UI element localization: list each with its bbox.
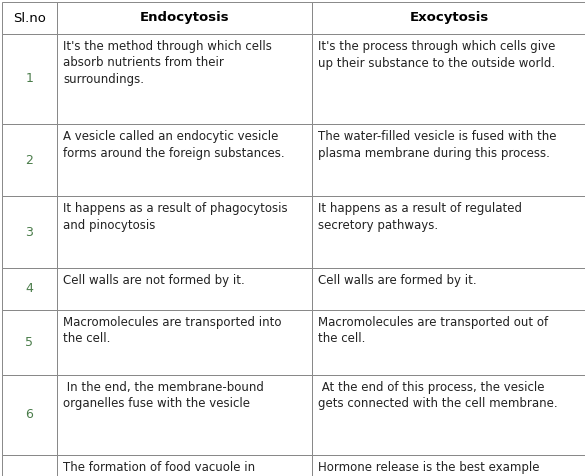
Bar — [2, 2, 57, 34]
Bar — [57, 2, 312, 34]
Bar — [57, 268, 312, 310]
Bar — [312, 268, 585, 310]
Bar — [57, 375, 312, 455]
Bar — [312, 196, 585, 268]
Text: 5: 5 — [26, 336, 33, 349]
Bar — [312, 124, 585, 196]
Text: Hormone release is the best example: Hormone release is the best example — [318, 461, 539, 474]
Text: The water-filled vesicle is fused with the
plasma membrane during this process.: The water-filled vesicle is fused with t… — [318, 130, 556, 159]
Bar — [57, 34, 312, 124]
Text: It happens as a result of regulated
secretory pathways.: It happens as a result of regulated secr… — [318, 202, 522, 231]
Text: Sl.no: Sl.no — [13, 11, 46, 24]
Text: The formation of food vacuole in
amoeba is the best example: The formation of food vacuole in amoeba … — [63, 461, 255, 476]
Bar — [312, 2, 585, 34]
Text: Macromolecules are transported out of
the cell.: Macromolecules are transported out of th… — [318, 316, 548, 346]
Text: Cell walls are formed by it.: Cell walls are formed by it. — [318, 274, 477, 287]
Text: Endocytosis: Endocytosis — [140, 11, 229, 24]
Text: It happens as a result of phagocytosis
and pinocytosis: It happens as a result of phagocytosis a… — [63, 202, 288, 231]
Text: 3: 3 — [26, 226, 33, 238]
Text: It's the method through which cells
absorb nutrients from their
surroundings.: It's the method through which cells abso… — [63, 40, 272, 86]
Bar — [57, 124, 312, 196]
Bar — [2, 124, 57, 196]
Text: Macromolecules are transported into
the cell.: Macromolecules are transported into the … — [63, 316, 281, 346]
Bar — [2, 196, 57, 268]
Bar — [2, 375, 57, 455]
Bar — [312, 310, 585, 375]
Text: 2: 2 — [26, 153, 33, 167]
Bar — [57, 310, 312, 375]
Bar — [2, 455, 57, 476]
Text: In the end, the membrane-bound
organelles fuse with the vesicle: In the end, the membrane-bound organelle… — [63, 381, 264, 410]
Text: At the end of this process, the vesicle
gets connected with the cell membrane.: At the end of this process, the vesicle … — [318, 381, 558, 410]
Text: Cell walls are not formed by it.: Cell walls are not formed by it. — [63, 274, 245, 287]
Bar — [57, 196, 312, 268]
Text: It's the process through which cells give
up their substance to the outside worl: It's the process through which cells giv… — [318, 40, 555, 69]
Bar — [312, 34, 585, 124]
Bar — [312, 455, 585, 476]
Text: 4: 4 — [26, 282, 33, 296]
Bar — [2, 268, 57, 310]
Text: 6: 6 — [26, 408, 33, 422]
Text: A vesicle called an endocytic vesicle
forms around the foreign substances.: A vesicle called an endocytic vesicle fo… — [63, 130, 285, 159]
Bar — [2, 310, 57, 375]
Text: 1: 1 — [26, 72, 33, 86]
Text: Exocytosis: Exocytosis — [410, 11, 489, 24]
Bar — [2, 34, 57, 124]
Bar — [57, 455, 312, 476]
Bar — [312, 375, 585, 455]
